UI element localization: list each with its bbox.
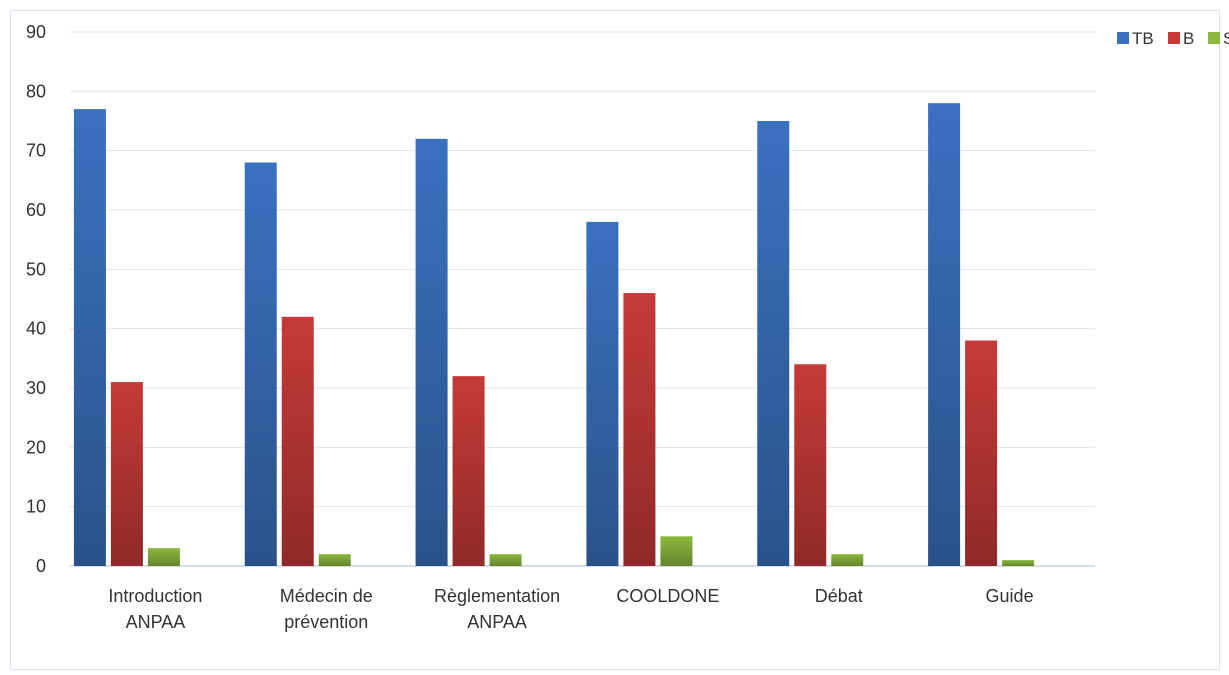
y-tick-label: 40 — [26, 319, 46, 339]
x-category-label: Règlementation ANPAA — [434, 586, 560, 632]
y-tick-label: 90 — [26, 22, 46, 42]
y-tick-label: 10 — [26, 497, 46, 517]
bar-s — [489, 554, 522, 566]
legend-swatch — [1168, 32, 1180, 44]
y-tick-label: 30 — [26, 378, 46, 398]
x-category-label: COOLDONE — [616, 586, 719, 606]
legend: TBBSIS — [1117, 29, 1229, 48]
bar-b — [110, 382, 143, 566]
x-category-label: Introduction ANPAA — [108, 586, 202, 632]
bar-b — [452, 376, 485, 566]
x-axis-categories: Introduction ANPAA Médecin de prévention Règ… — [108, 586, 1033, 632]
legend-label: S — [1223, 29, 1229, 48]
y-tick-label: 0 — [36, 556, 46, 576]
bar-tb — [415, 138, 448, 567]
legend-label: B — [1183, 29, 1194, 48]
y-tick-label: 80 — [26, 81, 46, 101]
bar-b — [623, 293, 656, 566]
bar-tb — [928, 103, 961, 566]
bar-tb — [73, 109, 106, 566]
y-tick-label: 20 — [26, 437, 46, 457]
bar-tb — [586, 221, 619, 566]
gridlines — [70, 31, 1095, 567]
bar-s — [831, 554, 864, 566]
y-tick-label: 50 — [26, 259, 46, 279]
x-category-label: Médecin de prévention — [280, 586, 373, 632]
bar-s — [1002, 560, 1035, 566]
bar-b — [281, 316, 314, 566]
legend-label: TB — [1132, 29, 1154, 48]
x-category-label: Guide — [986, 586, 1034, 606]
y-axis-ticks: 0 10 20 30 40 50 60 70 80 90 — [26, 22, 46, 576]
bar-s — [147, 548, 180, 566]
bar-s — [660, 536, 693, 566]
legend-swatch — [1208, 32, 1220, 44]
bar-b — [965, 340, 998, 566]
y-tick-label: 60 — [26, 200, 46, 220]
y-tick-label: 70 — [26, 141, 46, 161]
x-category-label: Débat — [815, 586, 863, 606]
legend-swatch — [1117, 32, 1129, 44]
bar-tb — [244, 162, 277, 567]
bars — [73, 103, 1035, 567]
bar-tb — [757, 121, 790, 566]
bar-b — [794, 364, 827, 566]
bar-s — [318, 554, 351, 566]
